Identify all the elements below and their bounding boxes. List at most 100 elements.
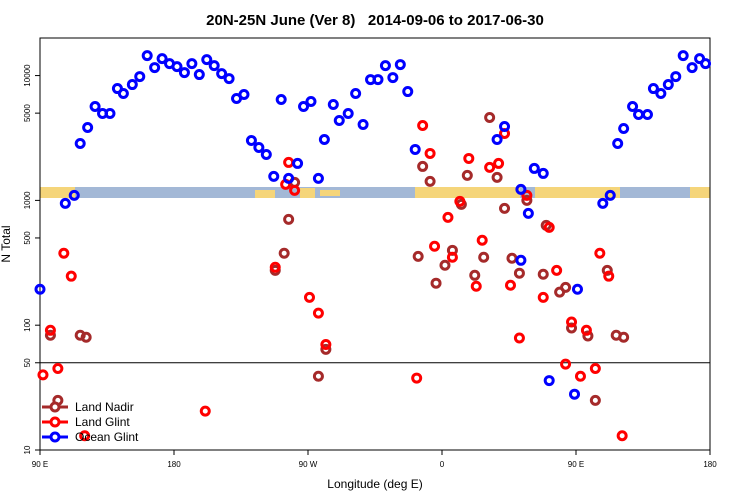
point bbox=[260, 148, 272, 160]
point bbox=[601, 264, 613, 276]
point bbox=[312, 172, 324, 184]
point bbox=[515, 254, 527, 266]
point bbox=[589, 362, 601, 374]
point bbox=[442, 211, 454, 223]
point bbox=[612, 137, 624, 149]
point bbox=[387, 72, 399, 84]
y-tick-label: 500 bbox=[23, 231, 32, 245]
point bbox=[430, 277, 442, 289]
point bbox=[65, 270, 77, 282]
point bbox=[278, 247, 290, 259]
point bbox=[156, 53, 168, 65]
point bbox=[463, 152, 475, 164]
legend-label: Land Nadir bbox=[75, 400, 134, 414]
point bbox=[446, 251, 458, 263]
point bbox=[283, 156, 295, 168]
x-axis-label: Longitude (deg E) bbox=[327, 477, 422, 491]
y-tick-label: 1000 bbox=[23, 191, 32, 209]
point bbox=[216, 68, 228, 80]
point bbox=[493, 157, 505, 169]
y-tick-label: 50 bbox=[23, 358, 32, 367]
point bbox=[37, 369, 49, 381]
point bbox=[513, 332, 525, 344]
point bbox=[627, 101, 639, 113]
y-tick-label: 100 bbox=[23, 318, 32, 332]
point bbox=[662, 79, 674, 91]
point bbox=[551, 264, 563, 276]
point bbox=[186, 58, 198, 70]
point bbox=[417, 119, 429, 131]
point bbox=[409, 143, 421, 155]
point bbox=[149, 62, 161, 74]
point bbox=[528, 162, 540, 174]
point bbox=[537, 167, 549, 179]
point bbox=[543, 221, 555, 233]
point bbox=[350, 88, 362, 100]
point bbox=[44, 324, 56, 336]
point bbox=[412, 250, 424, 262]
point bbox=[499, 202, 511, 214]
point bbox=[34, 283, 46, 295]
point bbox=[618, 122, 630, 134]
point bbox=[484, 112, 496, 124]
point bbox=[537, 291, 549, 303]
point bbox=[318, 133, 330, 145]
point bbox=[59, 197, 71, 209]
point bbox=[580, 324, 592, 336]
point bbox=[522, 207, 534, 219]
point bbox=[402, 86, 414, 98]
point bbox=[655, 88, 667, 100]
point bbox=[292, 157, 304, 169]
point bbox=[68, 189, 80, 201]
point bbox=[320, 339, 332, 351]
point bbox=[686, 62, 698, 74]
legend-marker bbox=[49, 416, 61, 428]
point bbox=[574, 370, 586, 382]
legend-marker bbox=[49, 431, 61, 443]
legend-label: Land Glint bbox=[75, 415, 130, 429]
point bbox=[597, 197, 609, 209]
x-tick-label: 180 bbox=[703, 460, 717, 469]
point bbox=[89, 101, 101, 113]
point bbox=[312, 370, 324, 382]
point bbox=[521, 194, 533, 206]
point bbox=[357, 118, 369, 130]
point bbox=[603, 270, 615, 282]
point bbox=[372, 74, 384, 86]
point bbox=[484, 161, 496, 173]
point bbox=[171, 61, 183, 73]
point bbox=[104, 108, 116, 120]
point bbox=[582, 330, 594, 342]
point bbox=[429, 240, 441, 252]
point bbox=[223, 73, 235, 85]
x-tick-label: 90 W bbox=[299, 460, 318, 469]
point bbox=[289, 184, 301, 196]
point bbox=[571, 283, 583, 295]
point bbox=[394, 59, 406, 71]
y-tick-label: 10 bbox=[23, 445, 32, 454]
point bbox=[275, 94, 287, 106]
point bbox=[193, 69, 205, 81]
point bbox=[439, 259, 451, 271]
point bbox=[618, 331, 630, 343]
point bbox=[238, 89, 250, 101]
point bbox=[79, 430, 91, 442]
surface-strip bbox=[40, 187, 710, 198]
point bbox=[647, 83, 659, 95]
point bbox=[74, 137, 86, 149]
point bbox=[670, 71, 682, 83]
plot-frame bbox=[39, 37, 711, 451]
legend-label: Ocean Glint bbox=[75, 430, 139, 444]
point bbox=[201, 54, 213, 66]
point bbox=[476, 234, 488, 246]
point bbox=[320, 343, 332, 355]
point bbox=[521, 189, 533, 201]
point bbox=[283, 213, 295, 225]
point bbox=[199, 405, 211, 417]
point bbox=[589, 394, 601, 406]
point bbox=[560, 358, 572, 370]
point bbox=[82, 121, 94, 133]
point bbox=[327, 99, 339, 111]
point bbox=[141, 50, 153, 62]
